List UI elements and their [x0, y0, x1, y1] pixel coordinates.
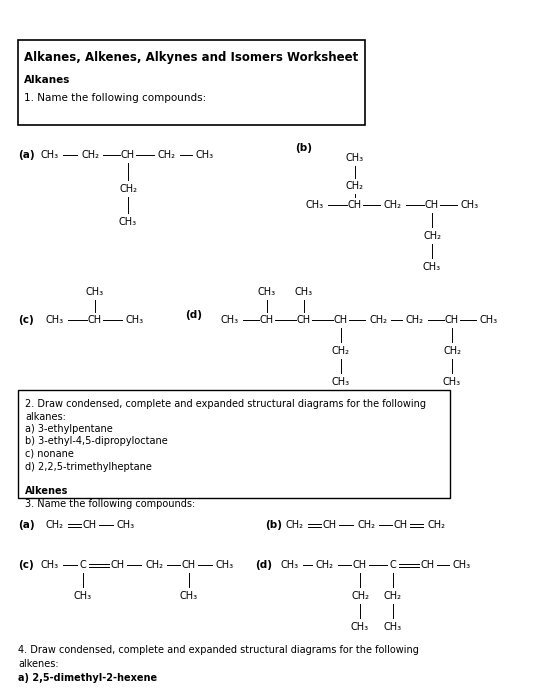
- Text: C: C: [80, 560, 86, 570]
- Text: (b): (b): [295, 143, 312, 153]
- Text: CH₃: CH₃: [41, 560, 59, 570]
- Text: CH₃: CH₃: [180, 591, 198, 601]
- Text: d) 2,2,5-trimethylheptane: d) 2,2,5-trimethylheptane: [25, 461, 152, 472]
- Text: Alkanes: Alkanes: [24, 75, 70, 85]
- Text: CH: CH: [83, 520, 97, 530]
- Text: CH₃: CH₃: [46, 315, 64, 325]
- Text: CH₃: CH₃: [384, 622, 402, 632]
- Text: CH₂: CH₂: [357, 520, 375, 530]
- Text: CH: CH: [334, 315, 348, 325]
- Text: CH₃: CH₃: [281, 560, 299, 570]
- Text: CH₂: CH₂: [443, 346, 461, 356]
- Text: 3. Name the following compounds:: 3. Name the following compounds:: [25, 499, 195, 509]
- Text: CH: CH: [394, 520, 408, 530]
- Text: (d): (d): [185, 310, 202, 320]
- Text: CH: CH: [297, 315, 311, 325]
- Text: CH₂: CH₂: [351, 591, 369, 601]
- Bar: [18, 40, 365, 125]
- Text: (c): (c): [18, 315, 33, 325]
- Text: CH₂: CH₂: [81, 150, 99, 160]
- Text: CH₂: CH₂: [423, 231, 441, 241]
- Text: alkenes:: alkenes:: [18, 659, 59, 669]
- Text: (a): (a): [18, 150, 35, 160]
- Text: CH₃: CH₃: [461, 200, 479, 210]
- Text: CH₂: CH₂: [119, 184, 137, 194]
- Text: CH₃: CH₃: [423, 262, 441, 272]
- Text: 1. Name the following compounds:: 1. Name the following compounds:: [24, 93, 206, 103]
- Text: CH₃: CH₃: [258, 287, 276, 297]
- Text: CH₃: CH₃: [480, 315, 498, 325]
- Text: CH₃: CH₃: [332, 377, 350, 387]
- Text: CH₃: CH₃: [453, 560, 471, 570]
- Text: CH: CH: [111, 560, 125, 570]
- Text: CH₃: CH₃: [346, 153, 364, 163]
- Text: a) 3-ethylpentane: a) 3-ethylpentane: [25, 424, 113, 434]
- Text: CH₃: CH₃: [74, 591, 92, 601]
- Text: a) 2,5-dimethyl-2-hexene: a) 2,5-dimethyl-2-hexene: [18, 673, 157, 683]
- Text: CH₃: CH₃: [216, 560, 234, 570]
- Text: CH₃: CH₃: [351, 622, 369, 632]
- Text: Alkenes: Alkenes: [25, 486, 69, 496]
- Text: b) 3-ethyl-4,5-dipropyloctane: b) 3-ethyl-4,5-dipropyloctane: [25, 437, 168, 447]
- Text: CH₂: CH₂: [384, 200, 402, 210]
- Text: (c): (c): [18, 560, 33, 570]
- Text: (a): (a): [18, 520, 35, 530]
- Text: CH₂: CH₂: [332, 346, 350, 356]
- Text: Alkanes, Alkenes, Alkynes and Isomers Worksheet: Alkanes, Alkenes, Alkynes and Isomers Wo…: [24, 50, 358, 64]
- Text: CH₃: CH₃: [196, 150, 214, 160]
- Text: CH: CH: [425, 200, 439, 210]
- Text: CH₂: CH₂: [369, 315, 387, 325]
- Text: alkanes:: alkanes:: [25, 412, 66, 421]
- Text: CH₃: CH₃: [119, 217, 137, 227]
- Text: CH₂: CH₂: [427, 520, 445, 530]
- Text: CH₃: CH₃: [295, 287, 313, 297]
- Text: CH₂: CH₂: [145, 560, 163, 570]
- Text: CH: CH: [348, 200, 362, 210]
- Text: 2. Draw condensed, complete and expanded structural diagrams for the following: 2. Draw condensed, complete and expanded…: [25, 399, 426, 409]
- Text: CH₂: CH₂: [286, 520, 304, 530]
- Text: (b): (b): [265, 520, 282, 530]
- Text: CH₃: CH₃: [221, 315, 239, 325]
- Text: CH₂: CH₂: [346, 181, 364, 191]
- Bar: [18, 390, 450, 498]
- Text: CH₃: CH₃: [117, 520, 135, 530]
- Text: CH: CH: [323, 520, 337, 530]
- Text: CH: CH: [421, 560, 435, 570]
- Text: C: C: [390, 560, 396, 570]
- Text: 4. Draw condensed, complete and expanded structural diagrams for the following: 4. Draw condensed, complete and expanded…: [18, 645, 419, 655]
- Text: CH: CH: [260, 315, 274, 325]
- Text: CH: CH: [182, 560, 196, 570]
- Text: CH₃: CH₃: [41, 150, 59, 160]
- Text: CH₃: CH₃: [306, 200, 324, 210]
- Text: c) nonane: c) nonane: [25, 449, 74, 459]
- Text: CH₂: CH₂: [46, 520, 64, 530]
- Text: (d): (d): [255, 560, 272, 570]
- Text: CH₃: CH₃: [126, 315, 144, 325]
- Text: CH₂: CH₂: [384, 591, 402, 601]
- Text: CH₃: CH₃: [86, 287, 104, 297]
- Text: CH₂: CH₂: [316, 560, 334, 570]
- Text: CH: CH: [445, 315, 459, 325]
- Text: CH: CH: [353, 560, 367, 570]
- Text: CH: CH: [121, 150, 135, 160]
- Text: CH₃: CH₃: [443, 377, 461, 387]
- Text: CH₂: CH₂: [158, 150, 176, 160]
- Text: CH: CH: [88, 315, 102, 325]
- Text: CH₂: CH₂: [406, 315, 424, 325]
